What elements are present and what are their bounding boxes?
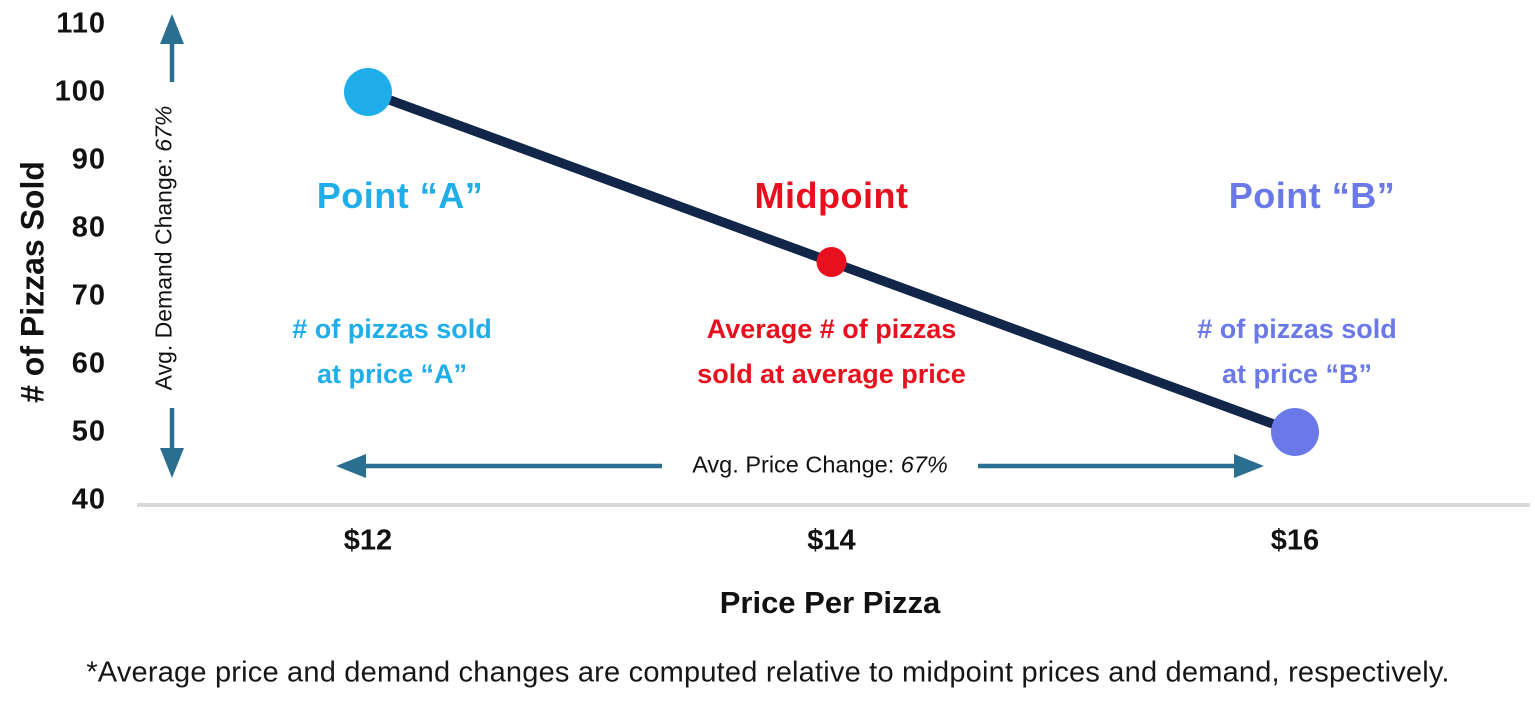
point-b-label: Point “B” — [1228, 175, 1396, 216]
x-tick-label: $14 — [807, 524, 856, 557]
avg-price-change-text: Avg. Price Change: — [692, 451, 901, 478]
avg-demand-change-value: 67% — [150, 105, 177, 152]
footnote: *Average price and demand changes are co… — [86, 656, 1450, 689]
point-b-caption: # of pizzas sold at price “B” — [1197, 307, 1397, 397]
y-tick-label: 90 — [71, 143, 106, 176]
y-tick-label: 60 — [71, 347, 106, 380]
y-tick-label: 100 — [54, 75, 106, 108]
midpoint-caption-line1: Average # of pizzas — [706, 314, 957, 344]
y-tick-label: 80 — [71, 211, 106, 244]
point-a-caption-line2: at price “A” — [316, 359, 468, 389]
x-tick-label: $16 — [1270, 524, 1320, 557]
point-b-caption-line2: at price “B” — [1221, 359, 1373, 389]
midpoint-caption-line2: sold at average price — [697, 359, 966, 389]
point-a-caption-line1: # of pizzas sold — [292, 314, 492, 344]
point-b-caption-line1: # of pizzas sold — [1197, 314, 1397, 344]
point-a-label: Point “A” — [316, 175, 484, 216]
y-tick-label: 40 — [71, 483, 106, 516]
y-tick-label: 70 — [71, 279, 106, 312]
y-tick-label: 50 — [71, 415, 106, 448]
avg-price-change-annotation: Avg. Price Change: 67% — [692, 452, 948, 479]
x-tick-label: $12 — [343, 524, 393, 557]
midpoint-caption: Average # of pizzas sold at average pric… — [697, 307, 966, 397]
avg-demand-change-text: Avg. Demand Change: — [150, 151, 177, 391]
point-a-caption: # of pizzas sold at price “A” — [292, 307, 492, 397]
y-tick-label: 110 — [56, 7, 106, 40]
avg-demand-change-annotation: Avg. Demand Change: 67% — [151, 106, 178, 391]
midpoint-label: Midpoint — [754, 175, 909, 216]
x-axis-title: Price Per Pizza — [719, 585, 941, 620]
avg-price-change-value: 67% — [900, 451, 948, 478]
